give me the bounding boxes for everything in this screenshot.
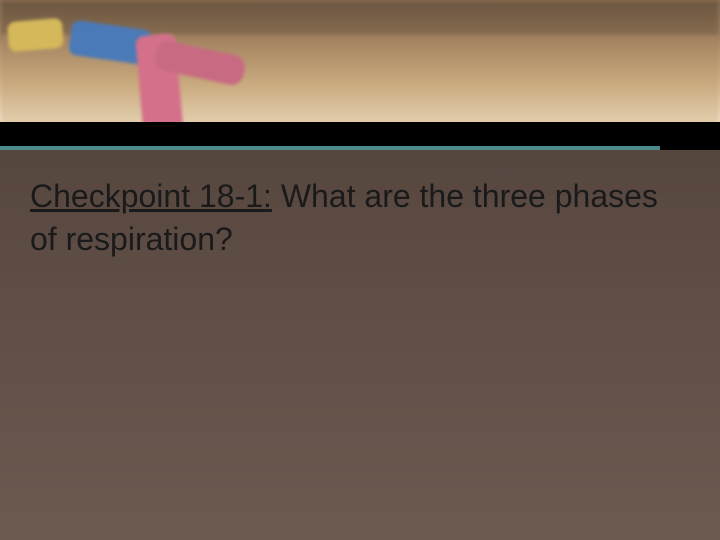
content-area: Checkpoint 18-1: What are the three phas… <box>30 175 690 261</box>
slide-container: Checkpoint 18-1: What are the three phas… <box>0 0 720 540</box>
accent-line <box>0 146 660 150</box>
banner-image <box>0 0 720 140</box>
checkpoint-label: Checkpoint 18-1: <box>30 178 272 214</box>
question-text: Checkpoint 18-1: What are the three phas… <box>30 175 690 261</box>
chalk-yellow <box>7 18 64 53</box>
